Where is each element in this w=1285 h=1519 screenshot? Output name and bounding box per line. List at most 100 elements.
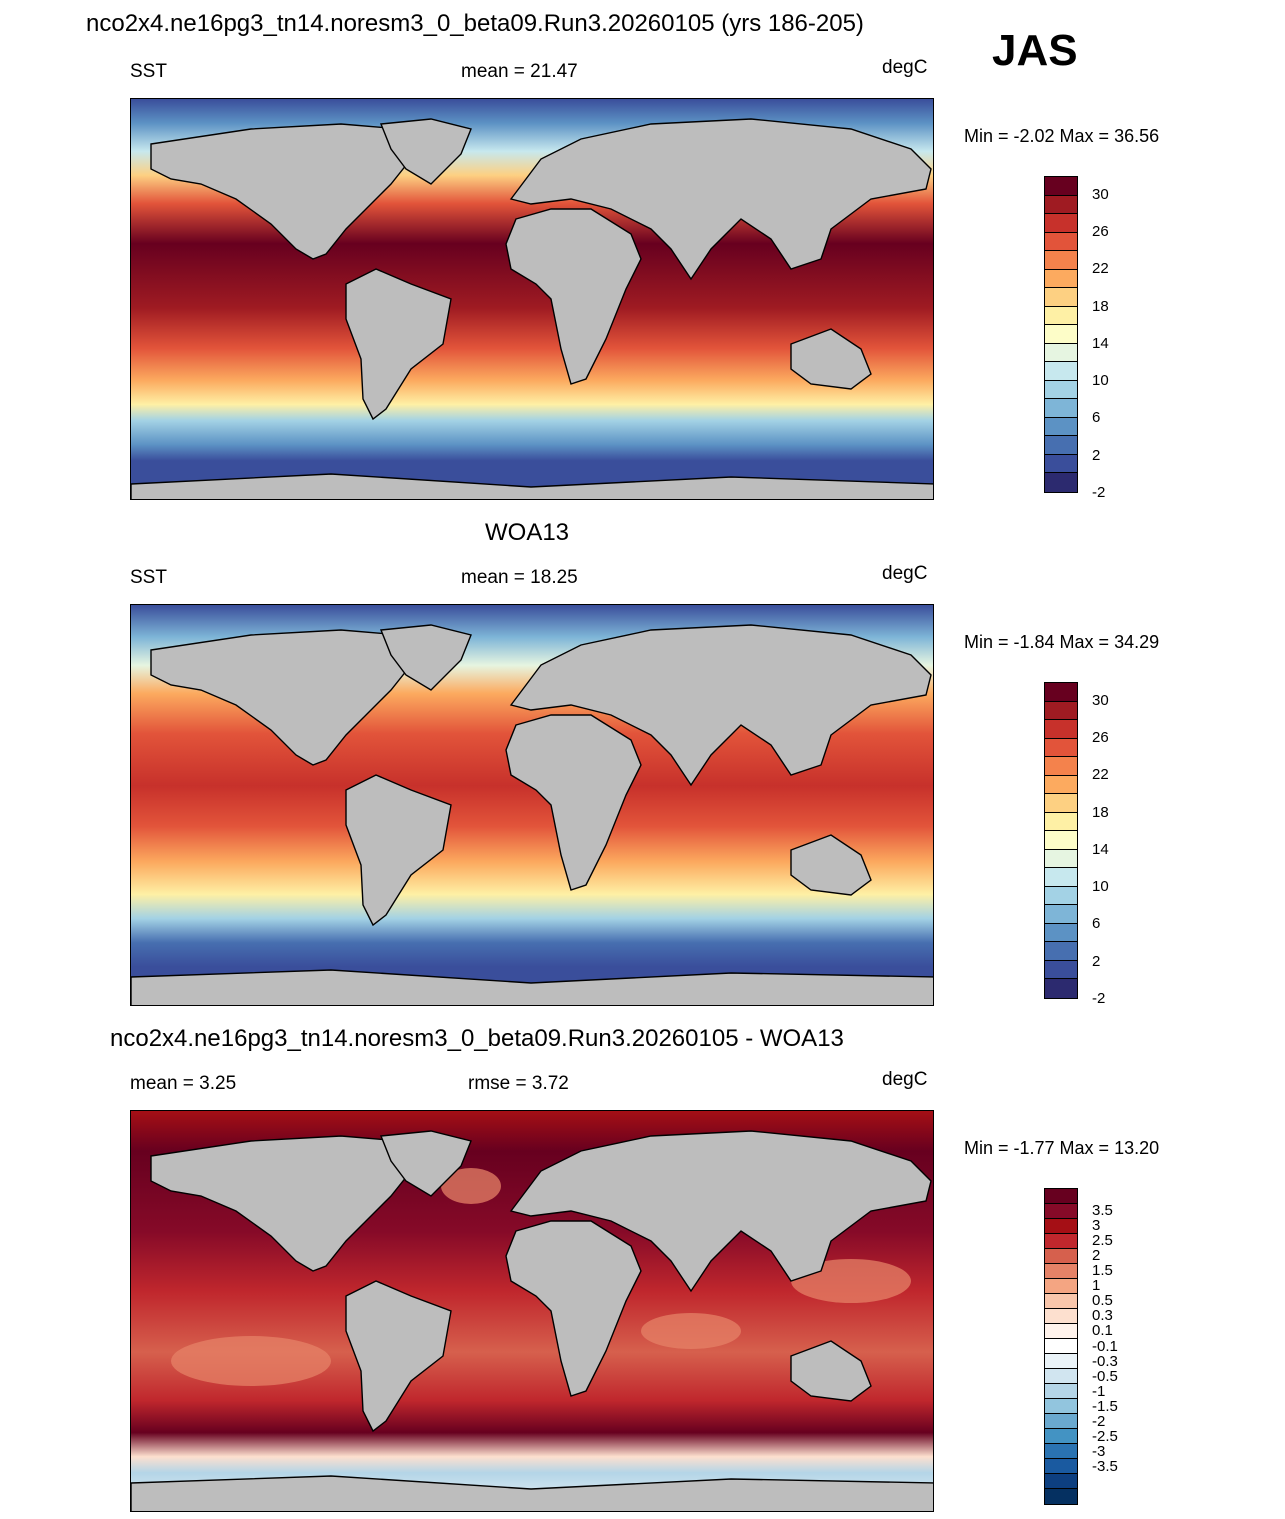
- colorbar-swatch: [1045, 399, 1077, 418]
- panel3-units-label: degC: [882, 1069, 928, 1090]
- panel1-minmax-label: Min = -2.02 Max = 36.56: [964, 126, 1160, 146]
- panel3-mean-label: mean = 3.25: [130, 1073, 237, 1094]
- colorbar-tick-label: 2.5: [1092, 1231, 1113, 1249]
- panel3-colorbar: [1044, 1188, 1078, 1505]
- colorbar-swatch: [1045, 232, 1077, 252]
- colorbar-swatch: [1045, 1489, 1077, 1504]
- panel3-minmax-label: Min = -1.77 Max = 13.20: [964, 1138, 1160, 1158]
- colorbar-swatch: [1045, 923, 1077, 943]
- colorbar-tick-label: -2: [1092, 484, 1106, 501]
- colorbar-swatch: [1045, 1204, 1077, 1219]
- colorbar-tick-label: 30: [1092, 185, 1109, 203]
- colorbar-swatch: [1045, 417, 1077, 437]
- colorbar-swatch: [1045, 1459, 1077, 1474]
- colorbar-swatch: [1045, 1414, 1077, 1429]
- colorbar-swatch: [1045, 306, 1077, 326]
- colorbar-swatch: [1045, 251, 1077, 270]
- colorbar-swatch: [1045, 849, 1077, 869]
- colorbar-tick-label: -1.5: [1092, 1397, 1118, 1415]
- colorbar-swatch: [1045, 1264, 1077, 1279]
- colorbar-swatch: [1045, 868, 1077, 887]
- colorbar-tick-label: 6: [1092, 915, 1101, 933]
- colorbar-tick-label: -2.5: [1092, 1428, 1118, 1446]
- colorbar-tick-label: 6: [1092, 409, 1101, 427]
- colorbar-tick-label: 1.5: [1092, 1262, 1113, 1280]
- colorbar-swatch: [1045, 1294, 1077, 1309]
- panel2-units-label: degC: [882, 563, 928, 584]
- panel3-title: nco2x4.ne16pg3_tn14.noresm3_0_beta09.Run…: [110, 1025, 844, 1052]
- panel2-map-svg: [131, 605, 933, 1005]
- colorbar-tick-label: 14: [1092, 840, 1109, 858]
- panel2-mean-label: mean = 18.25: [461, 567, 578, 588]
- colorbar-tick-label: -2: [1092, 1412, 1106, 1430]
- panel1-mean-label: mean = 21.47: [461, 61, 578, 82]
- colorbar-swatch: [1045, 720, 1077, 739]
- colorbar-swatch: [1045, 1249, 1077, 1264]
- colorbar-tick-label: 22: [1092, 766, 1109, 784]
- colorbar-swatch: [1045, 1279, 1077, 1294]
- colorbar-swatch: [1045, 812, 1077, 832]
- colorbar-swatch: [1045, 905, 1077, 924]
- colorbar-tick-label: 0.5: [1092, 1292, 1113, 1310]
- panel3-rmse-label: rmse = 3.72: [468, 1073, 569, 1094]
- colorbar-tick-label: -2: [1092, 990, 1106, 1007]
- colorbar-swatch: [1045, 1399, 1077, 1414]
- panel2-colorbar: [1044, 682, 1078, 999]
- colorbar-swatch: [1045, 473, 1077, 492]
- colorbar-tick-label: 3.5: [1092, 1201, 1113, 1219]
- colorbar-swatch: [1045, 1369, 1077, 1384]
- colorbar-tick-label: 26: [1092, 222, 1109, 240]
- colorbar-tick-label: 14: [1092, 334, 1109, 352]
- colorbar-swatch: [1045, 1324, 1077, 1339]
- colorbar-swatch: [1045, 979, 1077, 998]
- colorbar-swatch: [1045, 343, 1077, 363]
- colorbar-swatch: [1045, 886, 1077, 906]
- colorbar-tick-label: -1: [1092, 1382, 1106, 1400]
- figure-title: nco2x4.ne16pg3_tn14.noresm3_0_beta09.Run…: [86, 10, 864, 37]
- panel1-map-svg: [131, 99, 933, 499]
- colorbar-tick-label: 0.3: [1092, 1307, 1113, 1325]
- panel1-units-label: degC: [882, 57, 928, 78]
- panel1-left-label: SST: [130, 61, 167, 82]
- panel3-map-svg: [131, 1111, 933, 1511]
- colorbar-swatch: [1045, 831, 1077, 850]
- colorbar-tick-label: 10: [1092, 878, 1109, 896]
- colorbar-swatch: [1045, 960, 1077, 980]
- colorbar-swatch: [1045, 1354, 1077, 1369]
- panel2-title: WOA13: [485, 519, 570, 546]
- colorbar-tick-label: 3: [1092, 1216, 1101, 1234]
- colorbar-tick-label: -3: [1092, 1443, 1106, 1461]
- colorbar-tick-label: 22: [1092, 260, 1109, 278]
- colorbar-swatch: [1045, 1444, 1077, 1459]
- colorbar-swatch: [1045, 288, 1077, 307]
- colorbar-swatch: [1045, 362, 1077, 381]
- colorbar-swatch: [1045, 269, 1077, 289]
- colorbar-swatch: [1045, 683, 1077, 702]
- colorbar-tick-label: 0.1: [1092, 1322, 1113, 1340]
- panel3-map: [130, 1110, 934, 1512]
- panel2-minmax-label: Min = -1.84 Max = 34.29: [964, 632, 1160, 652]
- colorbar-tick-label: -3.5: [1092, 1458, 1118, 1476]
- colorbar-tick-label: 26: [1092, 728, 1109, 746]
- panel2-left-label: SST: [130, 567, 167, 588]
- colorbar-tick-label: 2: [1092, 446, 1101, 464]
- colorbar-swatch: [1045, 738, 1077, 758]
- colorbar-swatch: [1045, 214, 1077, 233]
- colorbar-swatch: [1045, 195, 1077, 215]
- colorbar-tick-label: -0.3: [1092, 1352, 1118, 1370]
- colorbar-tick-label: -0.1: [1092, 1337, 1118, 1355]
- colorbar-swatch: [1045, 1474, 1077, 1489]
- colorbar-tick-label: 30: [1092, 691, 1109, 709]
- panel1-colorbar: [1044, 176, 1078, 493]
- colorbar-swatch: [1045, 1429, 1077, 1444]
- colorbar-swatch: [1045, 1309, 1077, 1324]
- colorbar-tick-label: 2: [1092, 1246, 1101, 1264]
- colorbar-swatch: [1045, 1339, 1077, 1354]
- colorbar-tick-label: 10: [1092, 372, 1109, 390]
- colorbar-tick-label: 18: [1092, 297, 1109, 315]
- colorbar-swatch: [1045, 1234, 1077, 1249]
- colorbar-tick-label: -0.5: [1092, 1367, 1118, 1385]
- colorbar-swatch: [1045, 177, 1077, 196]
- colorbar-swatch: [1045, 757, 1077, 776]
- colorbar-swatch: [1045, 1219, 1077, 1234]
